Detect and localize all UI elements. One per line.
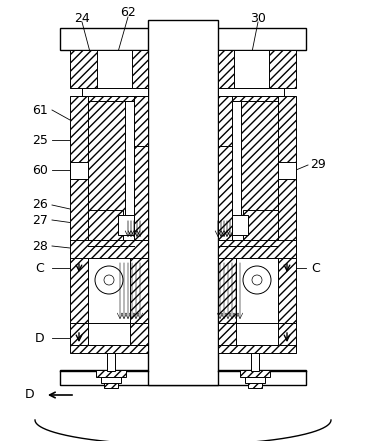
Text: 24: 24: [74, 11, 90, 25]
Text: 29: 29: [310, 158, 326, 172]
Bar: [218, 323, 296, 353]
Circle shape: [104, 275, 114, 285]
Text: C: C: [36, 262, 44, 274]
Bar: [278, 162, 296, 179]
Bar: [236, 258, 278, 323]
Circle shape: [95, 266, 123, 294]
Text: 25: 25: [32, 134, 48, 146]
Bar: [60, 28, 306, 50]
Bar: [70, 96, 88, 251]
Bar: [232, 101, 278, 231]
Bar: [248, 383, 262, 388]
Bar: [278, 96, 296, 251]
Bar: [134, 146, 148, 240]
Bar: [130, 258, 148, 323]
Bar: [70, 323, 148, 353]
Bar: [101, 377, 121, 383]
Bar: [218, 240, 296, 258]
Bar: [218, 50, 296, 88]
Text: 61: 61: [32, 104, 48, 116]
Bar: [104, 383, 118, 388]
Bar: [148, 20, 218, 385]
Bar: [70, 240, 148, 258]
Bar: [88, 210, 123, 240]
Bar: [232, 101, 241, 231]
Bar: [218, 96, 232, 146]
Bar: [70, 50, 148, 88]
Text: 27: 27: [32, 213, 48, 227]
Bar: [234, 50, 269, 88]
Bar: [218, 96, 284, 101]
Bar: [232, 215, 248, 235]
Bar: [82, 96, 148, 101]
Text: D: D: [25, 389, 35, 401]
Bar: [107, 353, 115, 371]
Bar: [218, 146, 232, 240]
Text: C: C: [311, 262, 320, 274]
Bar: [218, 258, 236, 323]
Bar: [82, 88, 148, 96]
Circle shape: [252, 275, 262, 285]
Bar: [251, 353, 259, 371]
Bar: [243, 210, 278, 240]
Bar: [240, 370, 270, 377]
Text: 62: 62: [120, 5, 136, 19]
Bar: [88, 323, 130, 345]
Text: 26: 26: [32, 198, 48, 212]
Bar: [125, 101, 134, 231]
Bar: [218, 88, 284, 96]
Bar: [118, 215, 134, 235]
Bar: [88, 258, 130, 323]
Bar: [70, 258, 88, 323]
Bar: [97, 50, 132, 88]
Text: D: D: [35, 332, 45, 344]
Bar: [278, 258, 296, 323]
Bar: [134, 96, 148, 146]
Text: 30: 30: [250, 11, 266, 25]
Bar: [88, 101, 134, 231]
Text: 28: 28: [32, 239, 48, 253]
Bar: [96, 370, 126, 377]
Bar: [60, 370, 306, 385]
Text: 60: 60: [32, 164, 48, 176]
Circle shape: [243, 266, 271, 294]
Bar: [236, 323, 278, 345]
Bar: [245, 377, 265, 383]
Bar: [70, 162, 88, 179]
